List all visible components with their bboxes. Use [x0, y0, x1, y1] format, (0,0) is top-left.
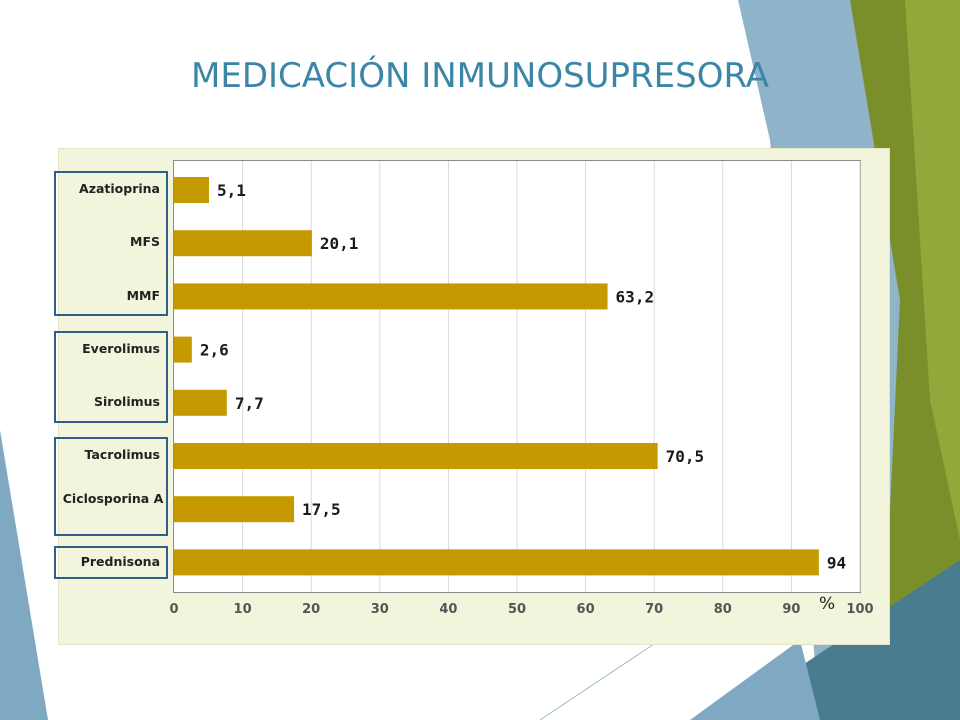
data-label-prednisona: 94: [827, 553, 846, 572]
x-tick-label-70: 70: [645, 602, 663, 617]
deco-left-blue-triangle: [0, 430, 48, 720]
category-label-azatioprina: Azatioprina: [79, 181, 160, 196]
deco-right-green-light: [905, 0, 960, 540]
group-box-mtor-inhibitors: [54, 331, 168, 423]
x-tick-label-100: 100: [846, 602, 873, 617]
x-tick-label-80: 80: [714, 602, 732, 617]
bar-ciclosporina-a: [174, 496, 295, 523]
x-tick-label-10: 10: [234, 602, 252, 617]
page-title: MEDICACIÓN INMUNOSUPRESORA: [191, 56, 769, 96]
bar-sirolimus: [174, 389, 227, 416]
deco-thin-line: [539, 639, 661, 720]
bar-azatioprina: [174, 177, 209, 203]
data-label-everolimus: 2,6: [200, 341, 229, 360]
x-tick-label-50: 50: [508, 602, 526, 617]
data-label-tacrolimus: 70,5: [666, 447, 705, 466]
data-label-ciclosporina-a: 17,5: [302, 500, 341, 519]
category-label-everolimus: Everolimus: [82, 341, 160, 356]
bar-mfs: [174, 230, 312, 257]
category-label-ciclosporina-a: Ciclosporina A: [62, 491, 164, 506]
x-axis-unit-label: %: [819, 594, 836, 614]
bar-mmf: [174, 283, 608, 310]
data-label-sirolimus: 7,7: [235, 394, 264, 413]
x-tick-label-0: 0: [169, 602, 178, 617]
x-tick-label-60: 60: [577, 602, 595, 617]
deco-bottom-blue: [690, 640, 820, 720]
bar-prednisona: [174, 549, 819, 576]
group-box-calcineurin-inhibitors: [54, 437, 168, 536]
category-label-sirolimus: Sirolimus: [94, 394, 160, 409]
x-tick-label-90: 90: [782, 602, 800, 617]
group-box-antimetabolites: [54, 171, 168, 316]
data-label-azatioprina: 5,1: [217, 181, 246, 200]
category-label-tacrolimus: Tacrolimus: [84, 447, 160, 462]
x-tick-label-40: 40: [439, 602, 457, 617]
data-label-mmf: 63,2: [616, 287, 655, 306]
category-label-prednisona: Prednisona: [80, 554, 160, 569]
x-tick-label-20: 20: [302, 602, 320, 617]
category-label-mmf: MMF: [126, 288, 160, 303]
group-box-corticosteroids: [54, 546, 168, 579]
x-tick-label-30: 30: [371, 602, 389, 617]
bar-everolimus: [174, 336, 192, 363]
data-label-mfs: 20,1: [320, 234, 359, 253]
category-label-mfs: MFS: [130, 234, 160, 249]
bar-tacrolimus: [174, 443, 658, 469]
